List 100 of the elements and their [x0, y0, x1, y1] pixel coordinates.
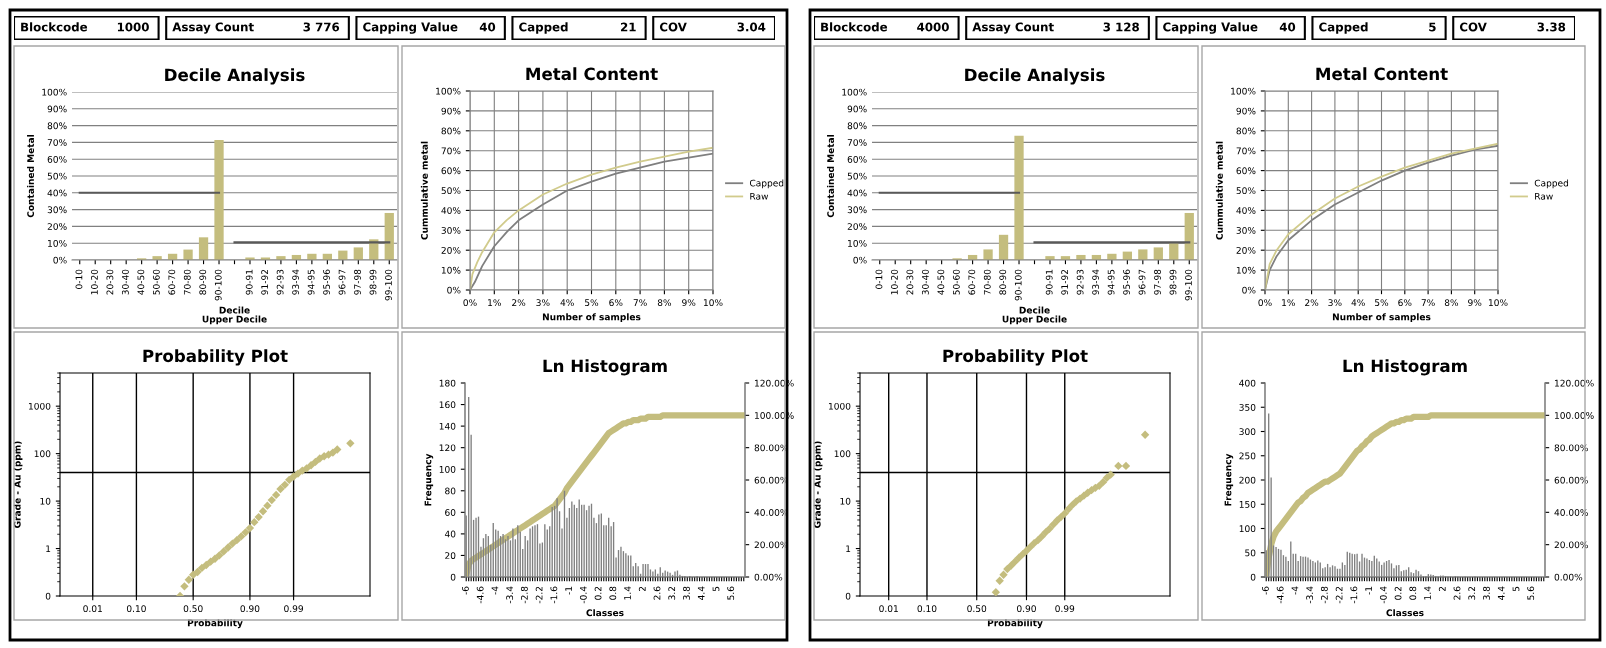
y-axis-title: Contained Metal	[27, 135, 35, 218]
x-tick-label: 30-40	[121, 269, 129, 295]
text: 3 128	[1103, 22, 1139, 32]
x-tick-label: 5	[1512, 586, 1520, 592]
x-tick-label: 95-96	[323, 269, 330, 295]
y-tick-label: 30%	[47, 206, 67, 214]
y-tick-label: 50%	[441, 187, 461, 195]
category-label: COV	[1459, 22, 1487, 32]
y-axis-title: Grade - Au (ppm)	[13, 441, 23, 528]
x-axis-title: Classes	[1386, 609, 1424, 617]
y-tick-label: 100%	[42, 88, 67, 96]
text: Upper Decile	[1002, 315, 1067, 325]
x-tick-label: -6	[1262, 586, 1269, 595]
x-tick-label: 1.4	[624, 586, 631, 600]
y2-tick-label: 100.00%	[1555, 412, 1594, 419]
y-tick-label: 20	[445, 552, 456, 559]
x-tick-label: 50-60	[152, 269, 160, 295]
y2-tick-label: 20.00%	[1554, 541, 1588, 549]
x-tick-label: 6%	[609, 299, 623, 307]
x-tick-label: 2	[638, 586, 646, 592]
y-tick-label: 30%	[1236, 227, 1256, 234]
x-tick-label: -4.6	[476, 586, 484, 604]
y-tick-label: 120	[439, 444, 456, 452]
x-axis-title: Number of samples	[542, 313, 641, 323]
text: 40	[1279, 22, 1296, 32]
y-tick-label: 20%	[441, 246, 461, 254]
y2-tick-label: 80.00%	[1554, 444, 1588, 452]
y-tick-label: 60%	[441, 167, 461, 175]
x-tick-label: 2.6	[1453, 586, 1461, 600]
chart-title: Decile Analysis	[965, 68, 1105, 85]
y-tick-label: 80	[445, 487, 456, 495]
x-tick-label: -1.6	[1350, 586, 1358, 604]
x-tick-label: 3%	[1328, 299, 1342, 307]
y-tick-label: 10	[40, 497, 51, 505]
y-tick-label: 0	[845, 592, 851, 600]
x-tick-label: 99-100	[385, 269, 392, 301]
y-tick-label: 50%	[47, 172, 67, 180]
x-tick-label: -2.2	[1335, 586, 1343, 604]
x-tick-label: -2.2	[535, 586, 543, 604]
category-label: Capped	[519, 22, 568, 34]
y-axis-title: Grade - Au (ppm)	[813, 441, 823, 528]
x-tick-label: 97-98	[354, 269, 361, 295]
x-tick-label: 90-100	[214, 269, 222, 301]
text: 1000	[117, 22, 149, 32]
x-tick-label: -0.4	[579, 586, 587, 604]
chart-title: Metal Content	[1316, 67, 1448, 81]
x-tick-label: -4	[491, 586, 499, 595]
x-tick-label: 5	[712, 586, 720, 592]
y2-tick-label: 0.00%	[1554, 573, 1583, 581]
y-tick-label: 40%	[47, 189, 67, 197]
x-tick-label: 93-94	[292, 269, 300, 295]
y-tick-label: 0	[45, 592, 51, 600]
category-label: Assay Count	[172, 22, 254, 34]
x-tick-label: 4.4	[697, 586, 705, 600]
x-tick-label: 60-70	[168, 269, 176, 295]
y-tick-label: 180	[439, 379, 456, 387]
x-tick-label: 96-97	[338, 269, 346, 295]
chart-title: Probability Plot	[943, 349, 1088, 366]
y-axis-title: Cummulative metal	[420, 141, 428, 240]
y-tick-label: 50%	[1236, 187, 1256, 195]
x-tick-label: 80-90	[999, 269, 1007, 295]
y-tick-label: 70%	[1236, 147, 1256, 155]
y-tick-label: 50	[1245, 549, 1256, 557]
x-tick-label: 9%	[682, 299, 696, 307]
x-tick-label: 7%	[1421, 299, 1435, 307]
category-label: Blockcode	[21, 22, 88, 32]
y-tick-label: 70%	[847, 139, 867, 146]
x-tick-label: 70-80	[983, 269, 991, 295]
y-tick-label: 160	[439, 401, 456, 409]
x-tick-label: 91-92	[261, 269, 269, 295]
x-tick-label: -6	[462, 586, 469, 595]
x-tick-label: 91-92	[1061, 269, 1069, 295]
x-tick-label: 5.6	[1527, 586, 1535, 600]
x-tick-label: 80-90	[199, 269, 207, 295]
y-axis-title: Cummulative metal	[1215, 141, 1223, 240]
y-tick-label: 30%	[847, 206, 867, 214]
x-axis-title: Probability	[187, 619, 243, 629]
x-tick-label: 5.6	[727, 586, 735, 600]
x-tick-label: 0.01	[879, 605, 898, 613]
y-tick-label: 150	[1239, 500, 1256, 508]
x-tick-label: 0.99	[284, 605, 304, 613]
y-tick-label: 40%	[847, 189, 867, 197]
y-tick-label: 0%	[853, 256, 867, 264]
x-tick-label: 0.10	[917, 605, 937, 613]
x-tick-label: 20-30	[906, 269, 914, 295]
x-tick-label: 6%	[1398, 299, 1412, 307]
y-axis-title: Frequency	[1224, 453, 1234, 506]
x-tick-label: 0.01	[83, 605, 102, 613]
x-tick-label: 2	[1438, 586, 1446, 592]
x-tick-label: 70-80	[183, 269, 191, 295]
y-tick-label: 0	[450, 573, 456, 581]
x-tick-label: 10-20	[891, 269, 898, 295]
x-tick-label: -1.6	[550, 586, 558, 604]
y-tick-label: 60%	[47, 155, 67, 163]
y-tick-label: 1000	[28, 402, 51, 410]
x-tick-label: -1	[565, 586, 572, 595]
y-tick-label: 40%	[1236, 207, 1256, 214]
x-tick-label: 90-91	[1045, 269, 1053, 295]
x-tick-label: -4	[1291, 586, 1299, 595]
x-tick-label: 93-94	[1092, 269, 1100, 295]
